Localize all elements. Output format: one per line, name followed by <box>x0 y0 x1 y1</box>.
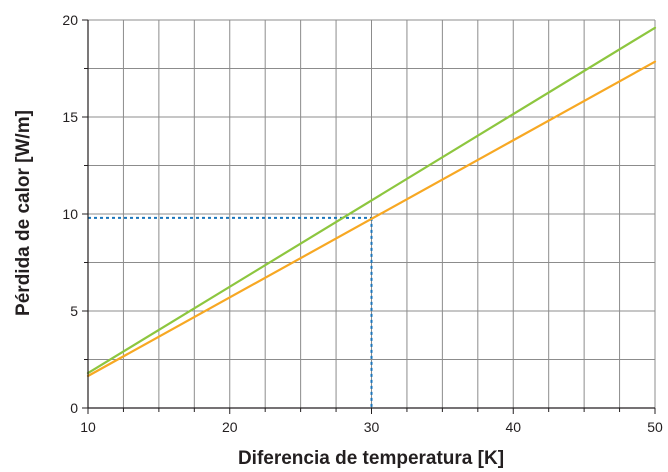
x-tick-label: 50 <box>647 419 663 435</box>
major-grid <box>87 19 656 409</box>
y-tick-label: 10 <box>62 206 78 222</box>
reading-crosshair <box>88 216 373 408</box>
x-tick-label: 20 <box>222 419 238 435</box>
x-tick-label: 30 <box>364 419 380 435</box>
x-tick-label: 40 <box>505 419 521 435</box>
x-axis-title: Diferencia de temperatura [K] <box>238 448 504 469</box>
x-tick-labels: 10 20 30 40 50 <box>80 419 663 435</box>
y-tick-label: 5 <box>70 303 78 319</box>
y-tick-label: 0 <box>70 400 78 416</box>
y-tick-labels: 0 5 10 15 20 <box>62 12 78 416</box>
series-line-1 <box>86 26 657 375</box>
series-line-2 <box>86 60 657 378</box>
axes <box>82 19 656 414</box>
y-axis-title: Pérdida de calor [W/m] <box>13 110 34 316</box>
y-tick-label: 15 <box>62 109 78 125</box>
y-tick-label: 20 <box>62 12 78 28</box>
x-tick-label: 10 <box>80 419 96 435</box>
series-layer <box>86 26 657 378</box>
